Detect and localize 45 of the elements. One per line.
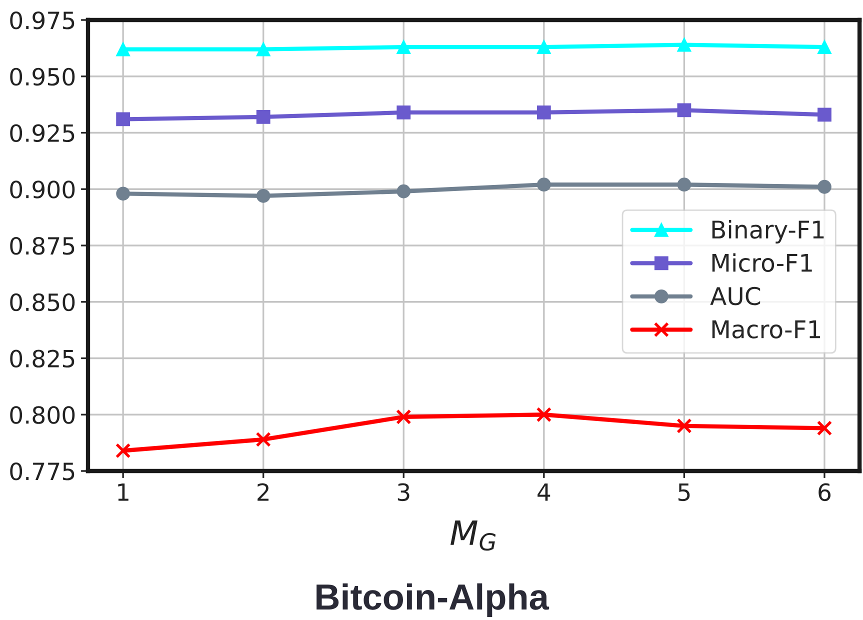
point xyxy=(256,432,271,448)
point xyxy=(256,188,270,203)
point xyxy=(116,112,130,126)
x-tick-label: 1 xyxy=(118,484,128,501)
point xyxy=(256,110,270,124)
point xyxy=(116,42,130,56)
point xyxy=(396,409,412,425)
point xyxy=(676,418,692,434)
x-tick-label: 4 xyxy=(538,484,550,501)
legend-label: Macro-F1 xyxy=(712,320,820,338)
point xyxy=(536,40,551,54)
point xyxy=(677,178,692,192)
point xyxy=(816,420,832,436)
legend-label: Binary-F1 xyxy=(712,220,824,244)
legend-label: Micro-F1 xyxy=(712,253,812,272)
point xyxy=(818,40,832,54)
x-tick-label: 5 xyxy=(678,484,690,502)
y-tick-label: 0.925 xyxy=(10,124,74,142)
point xyxy=(396,184,411,198)
y-tick-label: 0.950 xyxy=(10,68,75,86)
point xyxy=(536,406,552,422)
point xyxy=(677,103,692,118)
point xyxy=(536,106,551,120)
y-tick-label: 0.800 xyxy=(10,406,75,424)
point xyxy=(116,186,130,201)
y-tick-label: 0.975 xyxy=(10,11,74,30)
y-tick-label: 0.900 xyxy=(10,180,75,198)
point xyxy=(396,40,411,54)
x-axis-title: M$_{G}$ xyxy=(450,520,496,551)
x-tick-label: 6 xyxy=(818,483,830,502)
point xyxy=(536,178,551,192)
legend-label: AUC xyxy=(710,286,760,306)
point xyxy=(256,42,270,56)
y-tick-label: 0.875 xyxy=(10,236,74,255)
point xyxy=(818,108,832,122)
y-tick-label: 0.775 xyxy=(10,462,74,480)
y-tick-label: 0.850 xyxy=(10,293,75,312)
point xyxy=(818,180,832,194)
y-tick-label: 0.825 xyxy=(10,350,74,368)
point xyxy=(396,106,411,120)
point xyxy=(115,443,131,458)
x-tick-label: 3 xyxy=(398,483,410,502)
point xyxy=(677,38,692,52)
x-tick-label: 2 xyxy=(258,483,268,501)
text: Bitcoin-Alpha xyxy=(316,583,550,617)
